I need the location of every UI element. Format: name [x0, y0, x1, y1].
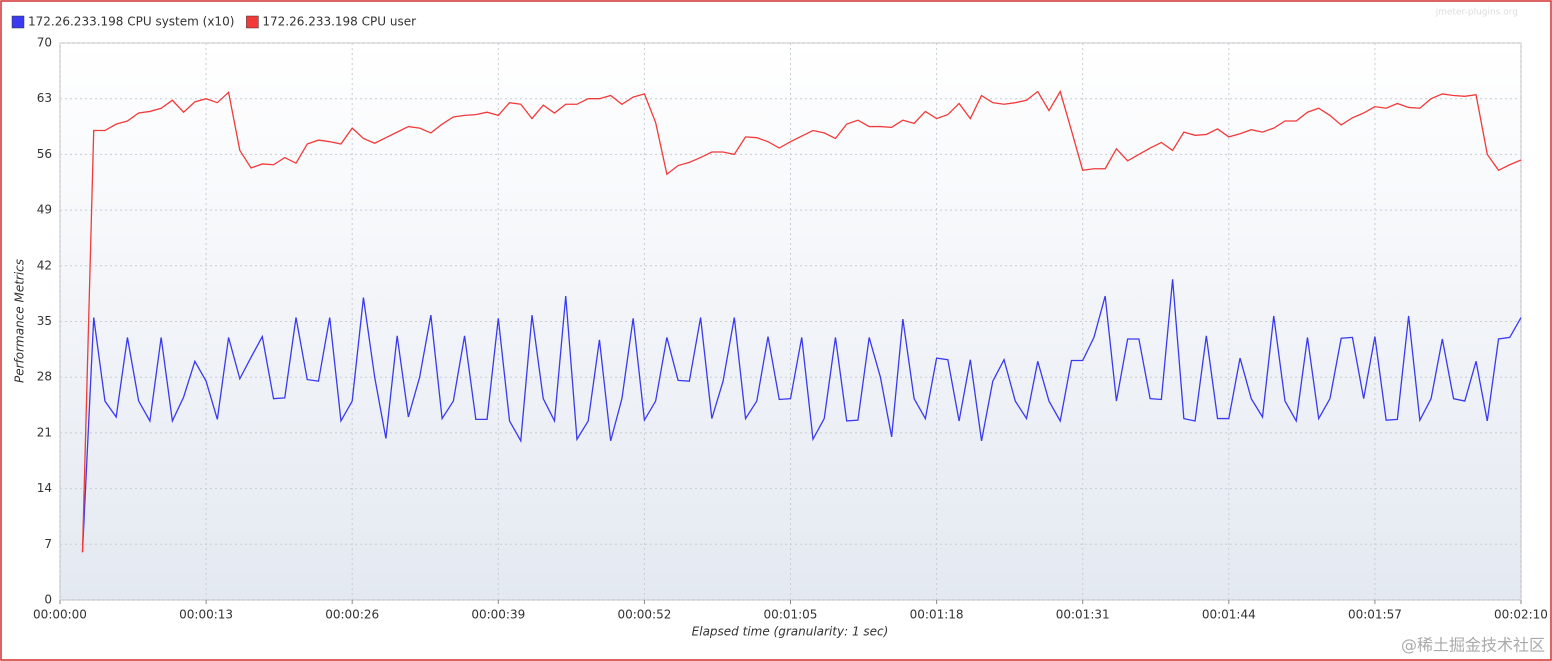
y-axis-label: Performance Metrics	[13, 259, 27, 383]
x-tick-label: 00:01:18	[910, 608, 964, 622]
y-tick-label: 0	[44, 593, 52, 607]
watermark: jmeter-plugins.org	[1435, 8, 1518, 18]
y-tick-label: 49	[37, 203, 52, 217]
x-axis-label: Elapsed time (granularity: 1 sec)	[692, 625, 889, 639]
series-line	[81, 89, 1522, 553]
credit: @稀土掘金技术社区	[1401, 636, 1545, 655]
x-tick-label: 00:00:13	[179, 608, 233, 622]
legend-swatch	[11, 15, 25, 29]
y-tick-label: 56	[37, 147, 52, 161]
x-tick-label: 00:00:26	[325, 608, 379, 622]
x-tick-label: 00:01:57	[1348, 608, 1402, 622]
y-tick-label: 14	[37, 481, 52, 495]
legend-label: 172.26.233.198 CPU user	[262, 15, 416, 29]
y-tick-label: 35	[37, 314, 52, 328]
series-line	[81, 279, 1522, 553]
x-tick-label: 00:00:52	[617, 608, 671, 622]
x-tick-label: 00:00:00	[33, 608, 87, 622]
y-tick-label: 21	[37, 425, 52, 439]
y-tick-label: 7	[44, 537, 52, 551]
y-tick-label: 70	[37, 36, 52, 50]
y-tick-label: 42	[37, 258, 52, 272]
y-tick-label: 28	[37, 370, 52, 384]
y-tick-label: 63	[37, 91, 52, 105]
x-tick-label: 00:02:10	[1494, 608, 1548, 622]
x-tick-label: 00:01:31	[1056, 608, 1110, 622]
x-tick-label: 00:00:39	[471, 608, 525, 622]
legend-label: 172.26.233.198 CPU system (x10)	[28, 15, 234, 29]
x-tick-label: 00:01:05	[764, 608, 818, 622]
x-tick-label: 00:01:44	[1202, 608, 1256, 622]
legend-swatch	[246, 15, 259, 29]
